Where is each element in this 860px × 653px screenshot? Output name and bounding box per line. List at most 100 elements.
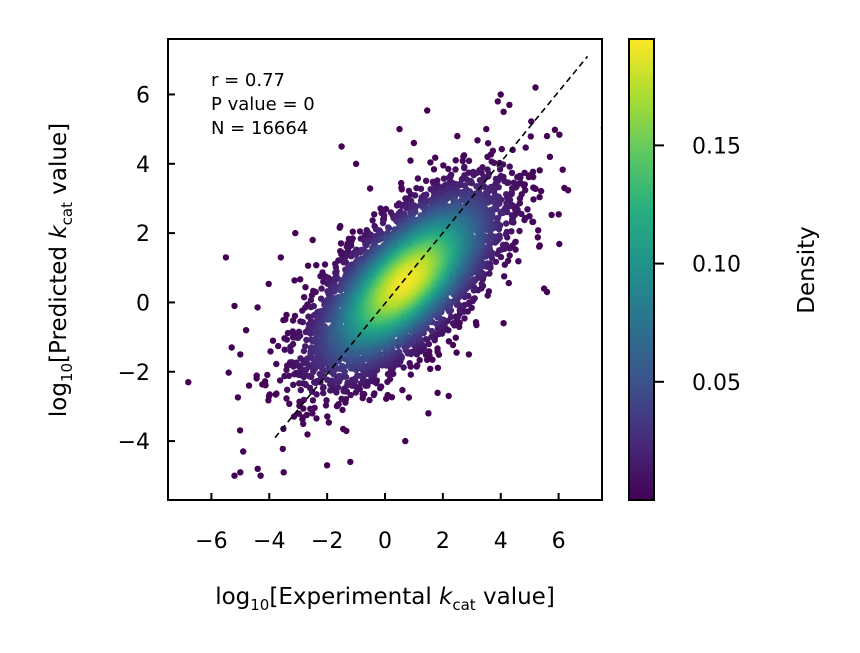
data-point <box>456 307 463 314</box>
data-point <box>422 336 430 343</box>
data-point <box>359 391 366 398</box>
data-point <box>536 243 543 250</box>
data-point <box>494 98 501 105</box>
data-point <box>282 316 289 323</box>
data-point <box>500 320 507 327</box>
data-point <box>303 411 310 419</box>
data-point <box>254 304 261 311</box>
data-point <box>496 166 504 173</box>
data-point <box>506 101 513 109</box>
data-point <box>286 400 293 407</box>
data-point <box>499 241 507 248</box>
data-point <box>465 157 473 164</box>
data-point <box>501 177 508 185</box>
data-point <box>347 458 354 466</box>
data-point <box>254 465 261 472</box>
data-point <box>426 348 433 355</box>
data-point <box>378 383 385 390</box>
data-point <box>304 262 312 269</box>
data-point <box>320 384 327 391</box>
data-point <box>366 396 373 404</box>
data-point <box>382 205 390 213</box>
data-point <box>498 145 505 153</box>
data-point <box>490 198 497 205</box>
data-point <box>304 431 311 438</box>
data-point <box>237 469 244 476</box>
data-point <box>284 386 291 393</box>
data-point <box>386 375 394 383</box>
data-point <box>324 413 331 420</box>
data-point <box>422 177 430 184</box>
data-point <box>532 84 539 91</box>
data-point <box>336 224 343 231</box>
data-point <box>264 371 271 379</box>
data-point <box>445 338 453 345</box>
data-point <box>325 419 332 426</box>
data-point <box>522 144 529 151</box>
data-point <box>309 397 317 404</box>
data-point <box>501 261 508 268</box>
data-point <box>449 341 457 349</box>
data-point <box>530 184 537 191</box>
data-point <box>512 206 519 213</box>
data-point <box>543 132 551 140</box>
data-point <box>310 302 317 310</box>
data-point <box>336 372 343 380</box>
data-point <box>297 386 304 394</box>
data-point <box>502 231 510 238</box>
data-point <box>414 175 422 182</box>
data-point <box>503 199 510 207</box>
data-point <box>284 329 292 337</box>
data-point <box>398 179 405 187</box>
data-point <box>449 320 457 327</box>
data-point <box>529 218 536 226</box>
data-point <box>516 195 524 202</box>
data-point <box>527 133 534 140</box>
data-point <box>234 394 242 401</box>
data-point <box>543 288 551 296</box>
data-point <box>414 362 421 369</box>
data-point <box>508 190 515 198</box>
data-point <box>403 204 410 212</box>
data-point <box>434 345 441 352</box>
data-point <box>289 317 297 324</box>
data-point <box>273 390 280 397</box>
data-point <box>347 242 355 249</box>
data-point <box>281 346 288 353</box>
data-point <box>534 234 541 241</box>
data-point <box>303 336 310 344</box>
data-point <box>461 315 468 322</box>
data-point <box>434 364 442 371</box>
data-point <box>470 171 477 179</box>
data-point <box>503 220 510 227</box>
data-point <box>277 254 284 261</box>
data-point <box>384 391 391 399</box>
data-point <box>564 187 572 194</box>
data-point <box>257 472 264 479</box>
data-point <box>225 369 232 376</box>
data-point <box>484 140 492 147</box>
data-point <box>335 401 342 408</box>
data-point <box>299 318 306 326</box>
data-point <box>300 396 308 404</box>
scatter-points <box>185 84 602 479</box>
data-point <box>352 160 360 167</box>
data-point <box>546 153 554 160</box>
data-point <box>316 370 323 378</box>
data-point <box>488 232 495 239</box>
data-point <box>354 372 361 379</box>
data-point <box>396 125 403 133</box>
data-point <box>405 394 413 401</box>
data-point <box>508 212 516 219</box>
data-point <box>427 365 434 372</box>
data-point <box>411 192 419 199</box>
data-point <box>491 159 498 167</box>
data-point <box>371 390 378 397</box>
data-point <box>428 327 436 335</box>
data-point <box>313 415 320 422</box>
data-point <box>308 373 315 380</box>
data-point <box>292 229 299 237</box>
data-point <box>465 351 473 358</box>
data-point <box>472 319 480 326</box>
data-point <box>339 363 346 370</box>
